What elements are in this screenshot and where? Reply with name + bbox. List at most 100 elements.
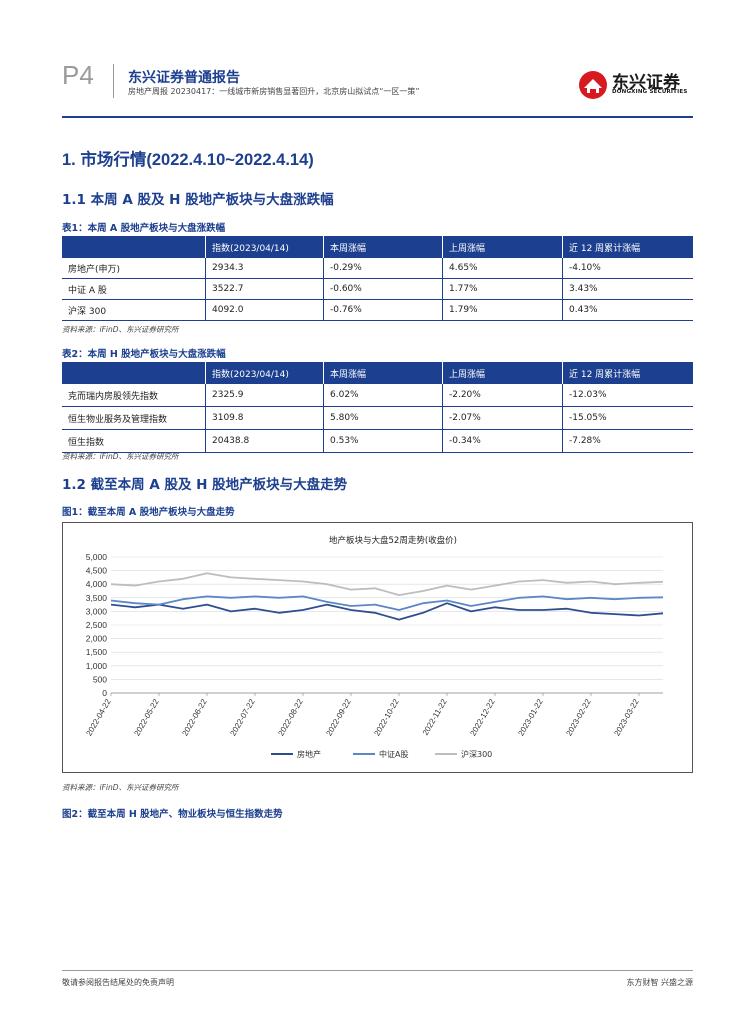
table-row: 恒生指数 20438.8 0.53% -0.34% -7.28%	[62, 429, 693, 453]
table-cell: 房地产(申万)	[62, 258, 206, 279]
col-header: 本周涨幅	[323, 236, 443, 258]
x-tick-label: 2022-08-22	[276, 697, 305, 737]
y-tick-label: 2,000	[86, 634, 108, 644]
chart-legend: 房地产 中证A股 沪深300	[271, 749, 492, 759]
y-tick-label: 500	[93, 674, 107, 684]
y-tick-label: 0	[102, 688, 107, 698]
table-row: 沪深 300 4092.0 -0.76% 1.79% 0.43%	[62, 299, 693, 321]
table-1-source: 资料来源：iFinD、东兴证券研究所	[62, 325, 179, 334]
table-cell: 1.79%	[442, 299, 563, 321]
table-cell: -15.05%	[562, 406, 693, 430]
footer-slogan: 东方财智 兴盛之源	[626, 978, 693, 987]
table-cell: 4092.0	[205, 299, 324, 321]
x-tick-label: 2023-01-22	[516, 697, 545, 737]
table-cell: -0.34%	[442, 429, 563, 453]
table-row: 恒生物业服务及管理指数 3109.8 5.80% -2.07% -15.05%	[62, 406, 693, 430]
x-tick-label: 2022-09-22	[324, 697, 353, 737]
page-number: P4	[62, 60, 94, 90]
header-rule	[62, 116, 693, 118]
chart-series	[110, 572, 664, 621]
col-header: 指数(2023/04/14)	[205, 362, 324, 384]
table-cell: 6.02%	[323, 384, 443, 407]
table-cell: 1.77%	[442, 278, 563, 300]
table-cell: 20438.8	[205, 429, 324, 453]
y-tick-label: 3,000	[86, 606, 108, 616]
legend-label: 房地产	[297, 749, 321, 759]
table-header-row: 指数(2023/04/14) 本周涨幅 上周涨幅 近 12 周累计涨幅	[62, 362, 693, 384]
table-cell: -0.76%	[323, 299, 443, 321]
logo-text-cn: 东兴证券	[612, 73, 680, 93]
x-axis: 2022-04-22 2022-05-22 2022-06-22 2022-07-22…	[84, 693, 641, 737]
footer-disclaimer: 敬请参阅报告结尾处的免责声明	[62, 978, 174, 987]
y-tick-label: 2,500	[86, 620, 108, 630]
x-tick-label: 2022-12-22	[468, 697, 497, 737]
table-cell: -12.03%	[562, 384, 693, 407]
footer-rule	[62, 970, 693, 971]
col-header: 近 12 周累计涨幅	[562, 236, 693, 258]
report-type-title: 东兴证券普通报告	[128, 70, 240, 86]
x-tick-label: 2023-03-22	[612, 697, 641, 737]
table-cell: 5.80%	[323, 406, 443, 430]
table-cell: 中证 A 股	[62, 278, 206, 300]
table-cell: 3.43%	[562, 278, 693, 300]
figure-2-caption: 图2：截至本周 H 股地产、物业板块与恒生指数走势	[62, 809, 283, 820]
series-line-中证A股	[110, 595, 664, 611]
table-cell: 恒生指数	[62, 429, 206, 453]
line-chart: 地产板块与大盘52周走势(收盘价) 0 500 1,000 1,500 2,000 2,5…	[84, 535, 664, 759]
table-header-row: 指数(2023/04/14) 本周涨幅 上周涨幅 近 12 周累计涨幅	[62, 236, 693, 258]
series-line-沪深300	[110, 572, 664, 596]
table-cell: -2.20%	[442, 384, 563, 407]
table-2-caption: 表2：本周 H 股地产板块与大盘涨跌幅	[62, 349, 226, 360]
table-cell: 3109.8	[205, 406, 324, 430]
logo-text-en: DONGXING SECURITIES	[612, 89, 688, 95]
figure-1-source: 资料来源：iFinD、东兴证券研究所	[62, 783, 179, 792]
x-tick-label: 2022-04-22	[84, 697, 113, 737]
x-tick-label: 2022-07-22	[228, 697, 257, 737]
table-cell: 2934.3	[205, 258, 324, 279]
col-header: 上周涨幅	[442, 362, 563, 384]
x-tick-label: 2022-10-22	[372, 697, 401, 737]
table-1-caption: 表1：本周 A 股地产板块与大盘涨跌幅	[62, 223, 226, 234]
figure-1-caption: 图1：截至本周 A 股地产板块与大盘走势	[62, 507, 235, 518]
table-cell: -2.07%	[442, 406, 563, 430]
table-2: 指数(2023/04/14) 本周涨幅 上周涨幅 近 12 周累计涨幅 克而瑞内…	[62, 362, 693, 453]
table-2-source: 资料来源：iFinD、东兴证券研究所	[62, 452, 179, 461]
logo-mark-icon	[579, 71, 607, 99]
y-axis: 0 500 1,000 1,500 2,000 2,500 3,000 3,500 4,000 4…	[86, 552, 108, 698]
table-cell: -0.60%	[323, 278, 443, 300]
y-tick-label: 5,000	[86, 552, 108, 562]
section-1-2-heading: 1.2 截至本周 A 股及 H 股地产板块与大盘走势	[62, 477, 348, 493]
table-1: 指数(2023/04/14) 本周涨幅 上周涨幅 近 12 周累计涨幅 房地产(…	[62, 236, 693, 321]
figure-1-chart: 地产板块与大盘52周走势(收盘价) 0 500 1,000 1,500 2,000 2,5…	[62, 522, 693, 773]
table-cell: 3522.7	[205, 278, 324, 300]
table-cell: -0.29%	[323, 258, 443, 279]
table-row: 房地产(申万) 2934.3 -0.29% 4.65% -4.10%	[62, 258, 693, 279]
col-header: 本周涨幅	[323, 362, 443, 384]
col-header: 近 12 周累计涨幅	[562, 362, 693, 384]
x-tick-label: 2023-02-22	[564, 697, 593, 737]
col-header: 指数(2023/04/14)	[205, 236, 324, 258]
table-row: 中证 A 股 3522.7 -0.60% 1.77% 3.43%	[62, 278, 693, 300]
chart-title: 地产板块与大盘52周走势(收盘价)	[329, 535, 457, 546]
table-cell: 4.65%	[442, 258, 563, 279]
y-tick-label: 4,000	[86, 579, 108, 589]
company-logo: 东兴证券 DONGXING SECURITIES	[578, 68, 696, 102]
y-tick-label: 4,500	[86, 566, 108, 576]
col-header: 上周涨幅	[442, 236, 563, 258]
y-tick-label: 1,000	[86, 661, 108, 671]
table-cell: -4.10%	[562, 258, 693, 279]
x-tick-label: 2022-11-22	[421, 697, 449, 737]
y-tick-label: 3,500	[86, 593, 108, 603]
x-tick-label: 2022-05-22	[132, 697, 161, 737]
y-tick-label: 1,500	[86, 647, 108, 657]
table-row: 克而瑞内房股领先指数 2325.9 6.02% -2.20% -12.03%	[62, 384, 693, 407]
section-1-heading: 1. 市场行情(2022.4.10~2022.4.14)	[62, 151, 314, 169]
legend-label: 沪深300	[461, 749, 492, 759]
table-cell: 2325.9	[205, 384, 324, 407]
col-header	[62, 236, 206, 258]
col-header	[62, 362, 206, 384]
table-cell: -7.28%	[562, 429, 693, 453]
report-subtitle: 房地产周报 20230417：一线城市新房销售显著回升，北京房山拟试点“一区一策…	[128, 87, 420, 96]
table-cell: 0.53%	[323, 429, 443, 453]
table-cell: 恒生物业服务及管理指数	[62, 406, 206, 430]
